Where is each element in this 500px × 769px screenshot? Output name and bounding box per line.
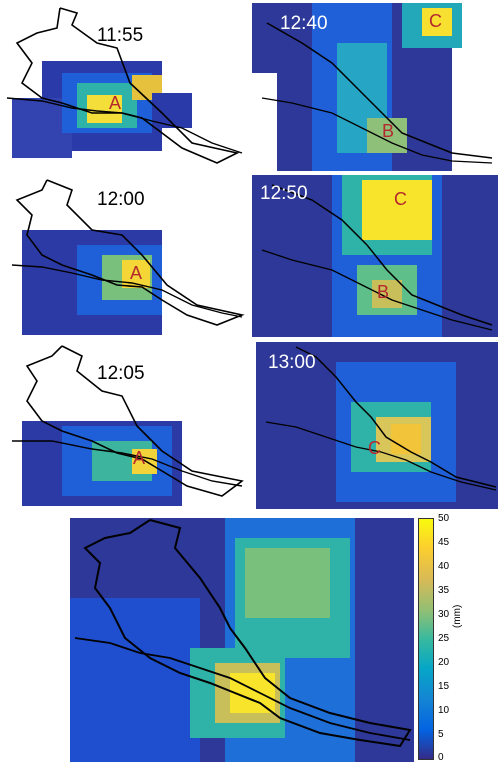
rain-field-1250 [252,175,498,337]
storm-cell-label-b: B [382,121,395,141]
rain-field-1240 [252,3,493,171]
colorbar-tick: 25 [438,633,450,644]
time-label: 11:55 [97,25,144,46]
radar-panel-1155: 11:55 A [2,3,250,171]
radar-panel-1240: 12:40 C B [252,3,498,171]
colorbar-unit: (mm) [452,604,463,628]
colorbar-tick: 45 [438,537,450,548]
colorbar-tick: 0 [438,752,444,763]
time-label: 12:05 [97,363,145,384]
radar-panel-1300: 13:00 C [256,342,498,509]
accumulated-rainfall-map [70,518,414,762]
storm-cell-label-c: C [429,11,442,31]
rain-field-1300 [256,342,498,509]
colorbar-tick: 50 [438,513,450,524]
rain-field-1200 [11,179,245,335]
storm-cell-label-b: B [377,282,390,302]
time-label: 12:00 [97,189,145,210]
storm-cell-label: A [133,448,146,468]
radar-panel-1250: 12:50 C B [252,175,498,337]
storm-cell-label-c: C [394,189,407,209]
colorbar-tick: 20 [438,657,450,668]
time-label: 12:50 [260,183,308,204]
rain-field-1205 [12,345,244,506]
colorbar-tick: 15 [438,681,450,692]
colorbar-tick: 10 [438,705,450,716]
colorbar-tick: 40 [438,561,450,572]
storm-cell-label: A [130,263,143,283]
storm-cell-label: A [109,93,122,113]
colorbar-tick: 35 [438,585,450,596]
radar-panel-1200: 12:00 A [2,175,250,337]
rain-field-1155 [6,7,243,164]
radar-panel-1205: 12:05 A [2,341,250,509]
colorbar [418,518,434,760]
colorbar-tick: 30 [438,609,450,620]
time-label: 13:00 [268,352,316,373]
time-label: 12:40 [280,13,328,34]
colorbar-tick: 5 [438,729,444,740]
storm-cell-label-c: C [368,438,381,458]
accumulated-field [70,518,414,762]
